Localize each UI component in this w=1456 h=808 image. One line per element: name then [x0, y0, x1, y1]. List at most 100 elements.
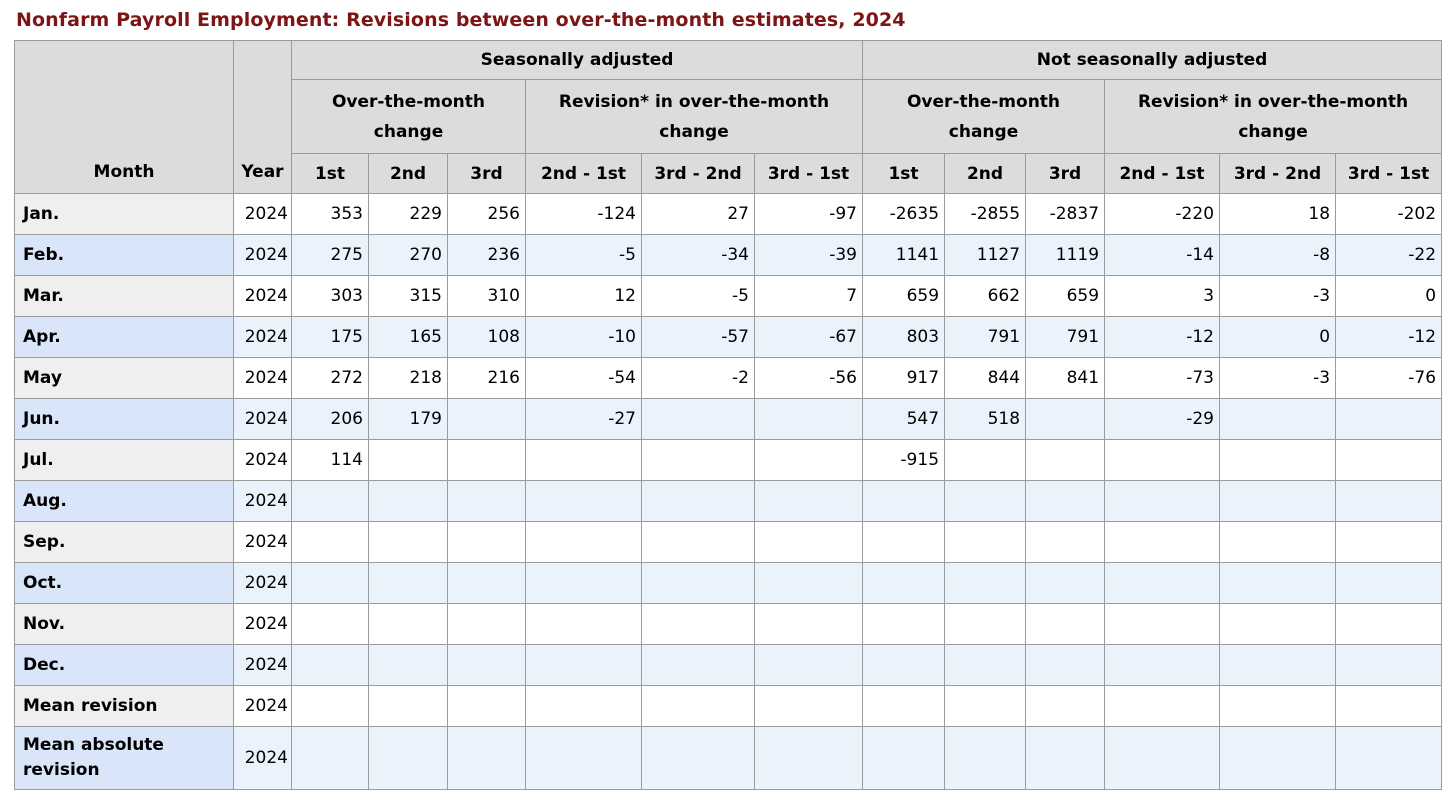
value-cell: -202: [1335, 193, 1443, 235]
value-cell: [1219, 685, 1337, 727]
value-cell: [1335, 521, 1443, 563]
value-cell: [368, 726, 448, 790]
year-cell: 2024: [233, 439, 292, 481]
value-cell: 662: [944, 275, 1027, 317]
row-header-month: Mar.: [14, 275, 234, 317]
table-header: Month Year Seasonally adjusted Not seaso…: [14, 40, 1443, 194]
column-header-sa-2nd: 2nd: [368, 153, 448, 194]
value-cell: 844: [944, 357, 1027, 399]
value-cell: [1025, 603, 1106, 645]
year-cell: 2024: [233, 562, 292, 604]
value-cell: -2: [641, 357, 755, 399]
value-cell: [944, 685, 1027, 727]
value-cell: [291, 644, 369, 686]
value-cell: [641, 439, 755, 481]
row-header-month: Feb.: [14, 234, 234, 276]
value-cell: [753, 644, 864, 686]
value-cell: 275: [291, 234, 369, 276]
value-cell: [447, 521, 526, 563]
value-cell: [447, 726, 526, 790]
row-header-month: Apr.: [14, 316, 234, 358]
value-cell: -57: [641, 316, 755, 358]
value-cell: [291, 521, 369, 563]
header-group-row: Month Year Seasonally adjusted Not seaso…: [14, 40, 1443, 194]
value-cell: [1104, 685, 1221, 727]
value-cell: [1335, 726, 1443, 790]
value-cell: [368, 521, 448, 563]
value-cell: 659: [1025, 275, 1106, 317]
value-cell: [753, 603, 864, 645]
value-cell: [1219, 439, 1337, 481]
value-cell: -2635: [862, 193, 946, 235]
table-row: Apr. 2024 175 165 108 -10 -57 -67 803 791 791 -12 0-…: [14, 316, 1443, 358]
value-cell: 114: [291, 439, 369, 481]
subgroup-header-nsa-otm-change: Over-the-month change: [862, 79, 1106, 154]
table-row: Jul. 2024 114 -915: [14, 439, 1443, 481]
year-cell: 2024: [233, 398, 292, 440]
row-header-month: Oct.: [14, 562, 234, 604]
value-cell: [1025, 562, 1106, 604]
table-row: Jun. 2024 206 179 -27 547 518 -29: [14, 398, 1443, 440]
value-cell: [753, 439, 864, 481]
column-header-nsa-1st: 1st: [862, 153, 946, 194]
value-cell: [1335, 562, 1443, 604]
value-cell: 1127: [944, 234, 1027, 276]
value-cell: 216: [447, 357, 526, 399]
value-cell: [1025, 398, 1106, 440]
row-header-month: Nov.: [14, 603, 234, 645]
value-cell: [291, 562, 369, 604]
value-cell: -12: [1335, 316, 1443, 358]
value-cell: -54: [525, 357, 642, 399]
column-header-sa-2nd-1st: 2nd - 1st: [525, 153, 642, 194]
value-cell: [1104, 603, 1221, 645]
value-cell: [447, 603, 526, 645]
page-title: Nonfarm Payroll Employment: Revisions be…: [16, 9, 906, 31]
subgroup-header-sa-otm-change: Over-the-month change: [291, 79, 526, 154]
value-cell: 303: [291, 275, 369, 317]
table-row: Nov. 2024: [14, 603, 1443, 645]
row-header-month: Jun.: [14, 398, 234, 440]
value-cell: 165: [368, 316, 448, 358]
value-cell: [944, 480, 1027, 522]
value-cell: [944, 521, 1027, 563]
value-cell: [1219, 480, 1337, 522]
value-cell: [641, 562, 755, 604]
value-cell: [1025, 480, 1106, 522]
value-cell: [1219, 398, 1337, 440]
value-cell: [641, 726, 755, 790]
value-cell: [1335, 480, 1443, 522]
value-cell: 659: [862, 275, 946, 317]
column-header-nsa-3rd-2nd: 3rd - 2nd: [1219, 153, 1337, 194]
value-cell: [641, 521, 755, 563]
value-cell: 272: [291, 357, 369, 399]
value-cell: 917: [862, 357, 946, 399]
value-cell: [641, 644, 755, 686]
value-cell: [1104, 480, 1221, 522]
value-cell: [291, 603, 369, 645]
value-cell: 270: [368, 234, 448, 276]
value-cell: [753, 398, 864, 440]
value-cell: -3: [1219, 275, 1337, 317]
value-cell: [1219, 562, 1337, 604]
value-cell: [1335, 685, 1443, 727]
value-cell: [862, 603, 946, 645]
table-row: Feb. 2024 275 270 236 -5 -34 -39 1141 1127 1119 -14…: [14, 234, 1443, 276]
value-cell: [862, 644, 946, 686]
value-cell: [368, 603, 448, 645]
value-cell: [1025, 726, 1106, 790]
value-cell: [753, 562, 864, 604]
value-cell: 179: [368, 398, 448, 440]
value-cell: 175: [291, 316, 369, 358]
value-cell: -27: [525, 398, 642, 440]
value-cell: [753, 480, 864, 522]
value-cell: [368, 562, 448, 604]
subgroup-header-sa-revision: Revision* in over-the-month change: [524, 79, 864, 154]
value-cell: [1104, 521, 1221, 563]
value-cell: -34: [641, 234, 755, 276]
value-cell: -2837: [1025, 193, 1106, 235]
table-row: Dec. 2024: [14, 644, 1443, 686]
value-cell: -56: [753, 357, 864, 399]
table-row: May 2024 272 218 216 -54 -2 -56 917 844 841 -73 -3 -7…: [14, 357, 1443, 399]
value-cell: 108: [447, 316, 526, 358]
value-cell: [1335, 398, 1443, 440]
